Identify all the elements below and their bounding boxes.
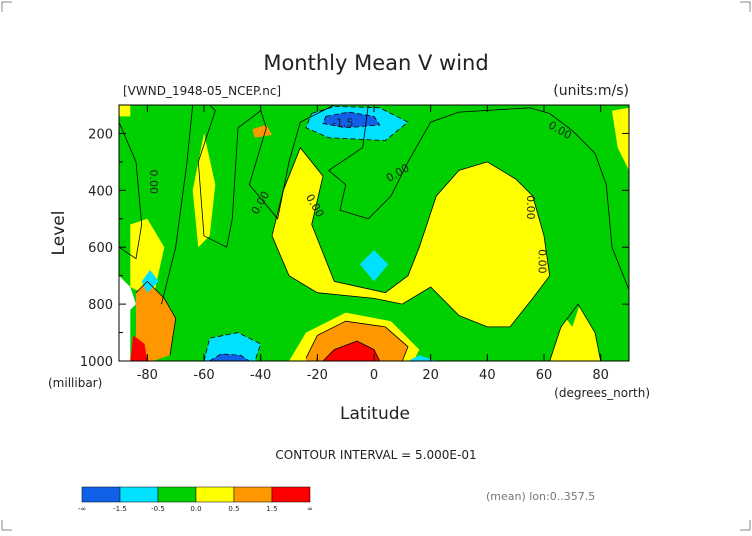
y-tick-label: 400	[88, 184, 113, 199]
legend-swatch-2	[157, 486, 197, 503]
legend-swatch-3	[195, 486, 235, 503]
contour-label-0: 0.00	[147, 170, 160, 195]
x-axis-units: (degrees_north)	[554, 386, 650, 400]
contour-region-4	[272, 147, 550, 327]
legend-swatch-1	[119, 486, 159, 503]
contour-region-23	[119, 275, 136, 361]
x-tick-label: 80	[592, 368, 609, 383]
contour-region-14	[130, 335, 148, 361]
contour-line-5	[305, 320, 409, 361]
chart-title: Monthly Mean V wind	[263, 51, 488, 75]
legend-label-6: ∞	[307, 505, 313, 513]
contour-line-1	[161, 105, 194, 305]
y-axis-label: Level	[49, 211, 69, 256]
contour-region-18	[204, 332, 261, 361]
contour-line-6	[322, 340, 381, 361]
contour-region-10	[470, 332, 505, 361]
x-tick-label: -40	[250, 368, 271, 383]
contour-region-7	[549, 304, 601, 361]
legend-label-0: -∞	[78, 505, 86, 513]
contour-region-9	[555, 275, 584, 327]
x-tick-label: 60	[536, 368, 553, 383]
contour-region-20	[141, 270, 159, 293]
contour-line-7	[135, 280, 177, 356]
contour-line-4	[271, 146, 551, 328]
legend-label-4: 0.5	[228, 505, 239, 513]
legend-label-1: -1.5	[113, 505, 127, 513]
contour-line-8	[549, 303, 602, 361]
contour-label-6: 0.00	[535, 249, 548, 274]
y-tick-label: 200	[88, 127, 113, 142]
color-legend: -∞ -1.5 -0.5 0.0 0.5 1.5 ∞	[78, 486, 313, 513]
y-axis-units: (millibar)	[48, 376, 102, 390]
contour-region-11	[252, 124, 272, 138]
dataset-label: [VWND_1948-05_NCEP.nc]	[123, 84, 281, 98]
legend-swatch-5	[271, 486, 311, 503]
x-tick-label: -20	[307, 368, 328, 383]
contour-line-10	[322, 111, 381, 129]
y-tick-label: 600	[88, 241, 113, 256]
contour-region-19	[209, 353, 250, 361]
x-tick-label: -60	[193, 368, 214, 383]
contour-region-8	[612, 107, 629, 171]
contour-line-3	[328, 105, 629, 291]
contour-line-2	[197, 105, 335, 248]
contour-interval-text: CONTOUR INTERVAL = 5.000E-01	[275, 448, 476, 462]
x-tick-label: 40	[479, 368, 496, 383]
units-label: (units:m/s)	[553, 83, 629, 99]
contour-region-6	[119, 105, 131, 117]
legend-swatch-0	[81, 486, 121, 503]
y-tick-label: 1000	[80, 355, 113, 370]
contour-label-5: 0.00	[524, 195, 537, 220]
legend-label-3: 0.0	[190, 505, 201, 513]
contour-region-21	[359, 250, 389, 282]
x-axis-label: Latitude	[340, 404, 410, 424]
legend-swatch-4	[233, 486, 273, 503]
x-tick-label: 20	[422, 368, 439, 383]
x-tick-label: 0	[370, 368, 378, 383]
footnote-text: (mean) lon:0..357.5	[486, 490, 595, 503]
contour-line-11	[203, 332, 262, 361]
contour-label-7: -1.5	[332, 116, 353, 129]
legend-label-5: 1.5	[266, 505, 277, 513]
x-tick-label: -80	[137, 368, 158, 383]
y-tick-label: 800	[88, 298, 113, 313]
contour-line-0	[119, 121, 143, 260]
contour-region-15	[323, 341, 380, 361]
legend-label-2: -0.5	[151, 505, 165, 513]
contour-line-9	[305, 105, 409, 142]
contour-region-22	[408, 355, 437, 361]
